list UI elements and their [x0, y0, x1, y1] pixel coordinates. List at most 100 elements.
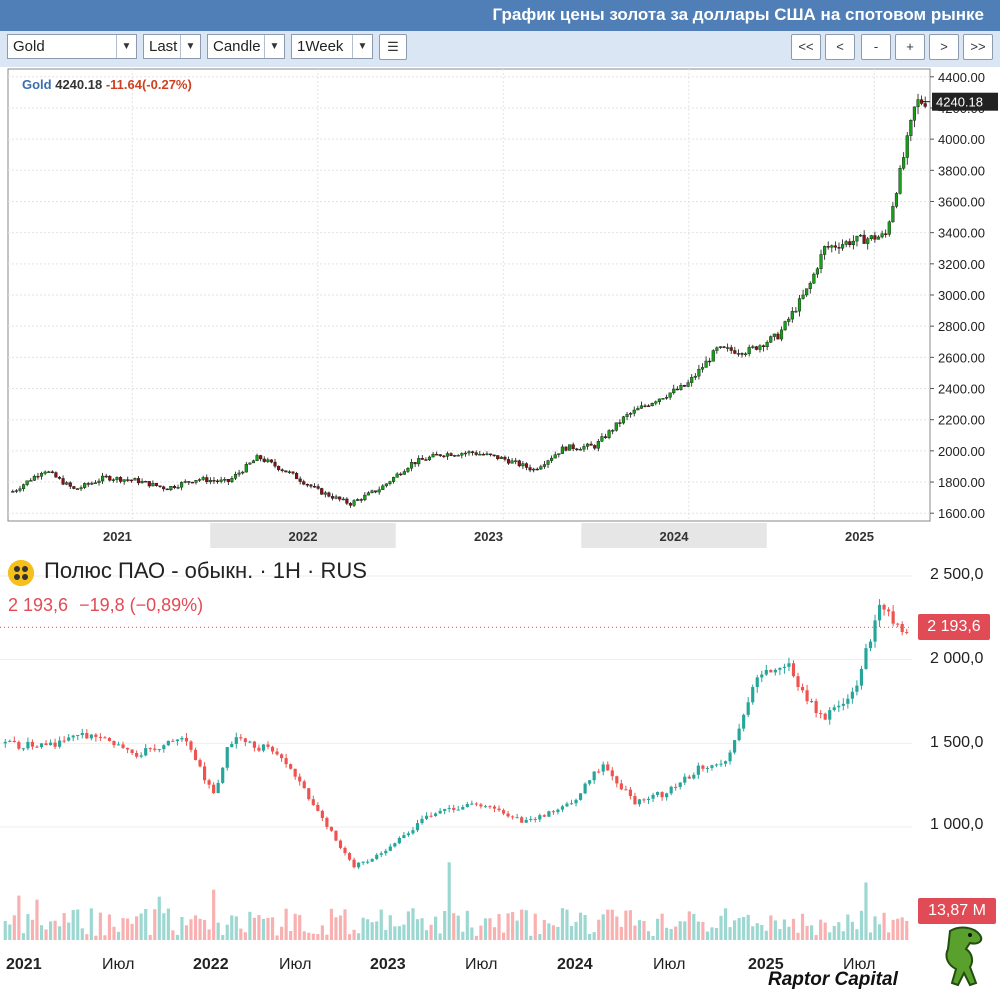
volume-bar [864, 882, 868, 940]
y-tick-label: 1 000,0 [930, 816, 984, 833]
candle-body [456, 809, 460, 811]
x-tick-label: 2024 [660, 529, 690, 544]
nav-last-button[interactable]: >> [963, 34, 993, 60]
volume-bar [153, 909, 157, 940]
candle-body [700, 367, 705, 370]
candle-body [293, 768, 297, 777]
candle-body [682, 385, 687, 387]
volume-bar [569, 925, 574, 940]
nav-next-button[interactable]: > [929, 34, 959, 60]
candle-body [12, 740, 16, 743]
volume-bar [198, 918, 202, 940]
settings-button[interactable]: ☰ [379, 34, 407, 60]
y-tick-label: 3000.00 [938, 288, 985, 303]
nav-prev-button[interactable]: < [825, 34, 855, 60]
candle-body [420, 458, 424, 460]
candle-body [58, 740, 62, 747]
candle-body [844, 241, 848, 245]
legend-price: 4240.18 [55, 77, 106, 92]
candle-body [578, 449, 582, 451]
candle-body [277, 465, 281, 470]
candle-body [747, 347, 751, 355]
volume-bar [243, 932, 247, 940]
candle-body [574, 799, 578, 804]
symbol-select[interactable]: Gold ▼ [7, 34, 137, 59]
candle-body [316, 804, 320, 811]
candle-body [705, 767, 710, 769]
polyus-chart-panel: Полюс ПАО - обыкн. · 1Н · RUS 2 193,6 −1… [0, 548, 1000, 1000]
candle-body [25, 480, 29, 485]
zoom-in-button[interactable]: + [895, 34, 925, 60]
candle-body [202, 766, 207, 781]
candle-body [151, 482, 155, 487]
candle-body [808, 282, 812, 289]
candle-body [166, 740, 170, 746]
candle-body [374, 490, 378, 493]
volume-bar [184, 925, 189, 940]
candle-body [269, 459, 273, 463]
candle-body [129, 479, 133, 482]
volume-bar [855, 929, 859, 940]
candle-body [345, 498, 349, 504]
candle-body [815, 268, 820, 275]
nav-first-button[interactable]: << [791, 34, 821, 60]
candle-body [80, 733, 84, 735]
candle-body [302, 481, 306, 485]
candle-body [546, 460, 550, 465]
volume-bar [674, 926, 678, 940]
volume-bar [171, 930, 175, 940]
candle-body [669, 786, 673, 794]
list-icon: ☰ [387, 39, 399, 54]
polyus-candlestick-chart[interactable] [0, 548, 1000, 1000]
volume-bar [624, 910, 628, 940]
candle-body [44, 743, 48, 746]
candle-body [465, 803, 469, 807]
candle-body [50, 471, 54, 473]
x-tick-label: 2023 [474, 529, 503, 544]
candle-body [221, 767, 225, 783]
candle-body [501, 810, 506, 814]
zoom-out-button[interactable]: - [861, 34, 891, 60]
candle-body [140, 481, 144, 484]
candle-body [230, 743, 234, 748]
volume-bar [791, 918, 796, 940]
candle-body [447, 807, 451, 809]
candle-body [529, 818, 533, 820]
candle-body [520, 817, 524, 823]
candle-body [76, 734, 80, 736]
candle-body [597, 771, 601, 773]
candle-body [898, 168, 902, 194]
candle-body [773, 669, 777, 673]
volume-bar [764, 930, 768, 940]
candle-body [327, 492, 331, 497]
candle-body [823, 713, 827, 720]
volume-bar [316, 934, 320, 940]
candle-body [402, 835, 406, 838]
price-type-select[interactable]: Last ▼ [143, 34, 201, 59]
volume-bar [44, 929, 48, 940]
volume-bar [116, 931, 121, 940]
candle-body [636, 408, 640, 411]
volume-bar [733, 920, 737, 940]
candle-body [261, 744, 266, 751]
candle-body [233, 474, 238, 479]
candle-body [144, 481, 148, 483]
candle-body [629, 413, 633, 415]
interval-select[interactable]: 1Week ▼ [291, 34, 373, 59]
chart-type-select[interactable]: Candle ▼ [207, 34, 285, 59]
candle-body [841, 244, 845, 249]
volume-bar [891, 919, 895, 940]
candle-body [619, 783, 623, 790]
gold-candlestick-chart[interactable]: 4400.004200.004000.003800.003600.003400.… [0, 67, 1000, 548]
candle-body [637, 799, 642, 805]
chevron-down-icon: ▼ [180, 35, 200, 58]
x-tick-label: Июл [653, 956, 686, 973]
candle-body [782, 666, 787, 668]
candle-body [517, 460, 521, 467]
candle-body [79, 487, 83, 490]
candle-body [479, 804, 483, 807]
candle-body [532, 468, 536, 471]
candle-body [298, 478, 302, 482]
volume-bar [578, 912, 583, 940]
candle-body [184, 737, 189, 742]
